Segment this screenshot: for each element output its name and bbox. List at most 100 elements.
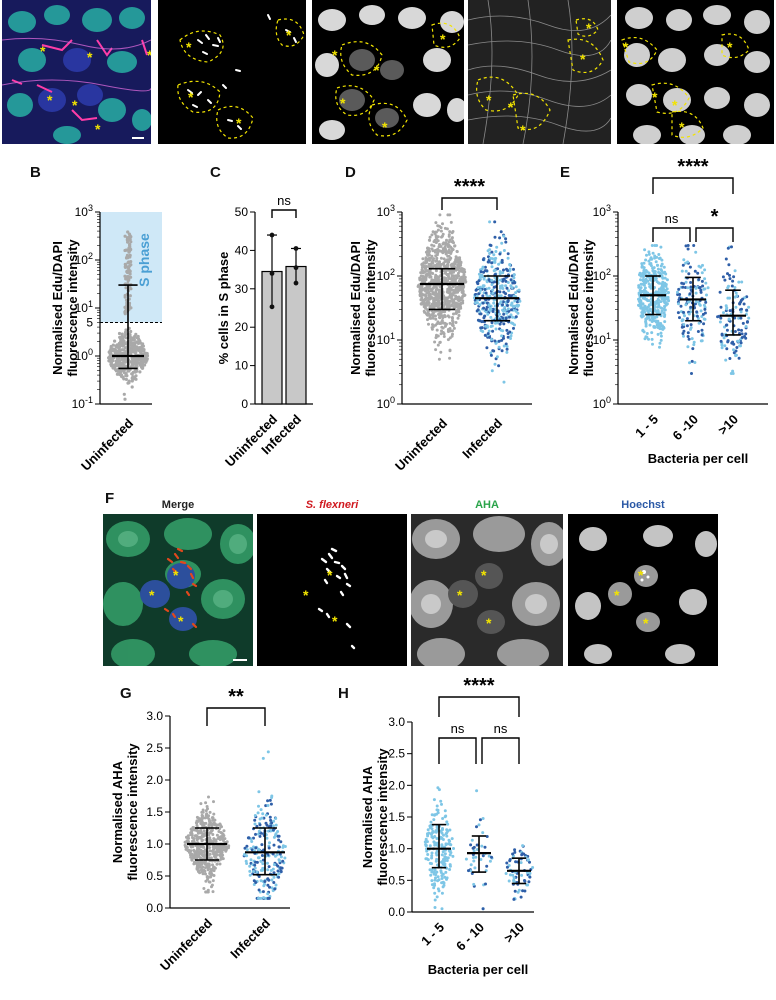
asterisk-marker: * xyxy=(643,615,649,631)
data-point xyxy=(436,343,440,347)
data-point xyxy=(697,321,701,325)
data-point xyxy=(208,849,212,853)
data-point xyxy=(222,829,226,833)
data-point xyxy=(271,828,275,832)
data-point xyxy=(439,350,443,354)
data-point xyxy=(736,339,740,343)
data-point xyxy=(731,369,735,373)
data-point xyxy=(688,361,691,365)
data-point xyxy=(432,870,436,874)
data-point xyxy=(667,291,670,294)
y-axis-label: Normalised Edu/DAPIfluorescence intensit… xyxy=(566,239,596,377)
asterisk-marker: * xyxy=(332,613,338,629)
data-point xyxy=(502,380,506,384)
panel-a-actin-image: * * * * * xyxy=(468,0,611,144)
chart-e: 100 101 102 103 **** ns * Normalised Edu/DAPIfl… xyxy=(566,156,768,466)
data-point xyxy=(647,299,651,303)
data-point xyxy=(204,821,208,825)
data-point xyxy=(199,831,203,835)
data-point xyxy=(427,247,431,251)
data-point xyxy=(144,360,148,364)
data-point xyxy=(128,360,132,364)
data-point xyxy=(451,304,455,308)
y-axis-label: % cells in S phase xyxy=(216,252,231,365)
data-point xyxy=(488,294,492,298)
data-point xyxy=(122,348,126,352)
data-point xyxy=(436,235,440,239)
data-point xyxy=(655,323,659,327)
data-point xyxy=(698,286,701,290)
data-point xyxy=(437,260,441,264)
data-point xyxy=(654,301,658,305)
data-point xyxy=(448,230,452,234)
data-point xyxy=(657,281,660,285)
data-point xyxy=(485,301,489,305)
data-point xyxy=(433,835,437,838)
data-point xyxy=(677,302,680,306)
data-point xyxy=(128,253,132,257)
data-point xyxy=(440,844,444,848)
data-point xyxy=(128,264,132,268)
data-point xyxy=(186,849,190,853)
data-point xyxy=(494,341,498,345)
data-point xyxy=(689,323,693,327)
data-point xyxy=(424,837,428,841)
data-point xyxy=(452,270,455,274)
data-point xyxy=(686,345,690,349)
data-point xyxy=(423,293,427,297)
data-point xyxy=(112,348,116,352)
data-point xyxy=(129,240,133,244)
data-point xyxy=(140,361,145,365)
panel-letter-f: F xyxy=(105,490,115,507)
data-point xyxy=(523,879,526,882)
data-point xyxy=(253,863,257,867)
y-tick-label: 100 xyxy=(75,347,93,363)
data-point xyxy=(498,312,501,316)
data-point xyxy=(126,261,130,265)
data-point xyxy=(446,254,450,258)
data-point xyxy=(514,285,518,289)
data-point xyxy=(131,375,135,379)
data-point xyxy=(694,291,698,295)
data-point xyxy=(124,286,128,290)
data-point xyxy=(518,299,522,303)
data-point xyxy=(450,323,454,327)
data-point xyxy=(662,288,666,292)
data-point xyxy=(498,236,502,240)
data-point xyxy=(479,312,483,316)
data-point xyxy=(513,850,517,854)
data-point xyxy=(442,261,446,265)
data-point xyxy=(483,265,487,269)
panel-a-merge-drawing: * * * * * * xyxy=(2,5,151,144)
data-point xyxy=(450,263,454,267)
data-point xyxy=(202,868,206,872)
data-point xyxy=(434,221,438,225)
data-point xyxy=(447,240,451,244)
data-point xyxy=(426,285,430,288)
channel-label-hoechst: Hoechst xyxy=(621,499,665,511)
data-point xyxy=(428,316,432,320)
data-point xyxy=(689,285,693,289)
data-point xyxy=(447,842,451,846)
data-point xyxy=(651,266,655,270)
data-point xyxy=(488,335,491,339)
data-point xyxy=(658,341,662,345)
data-point xyxy=(446,314,450,318)
data-point xyxy=(678,293,682,296)
data-point xyxy=(447,305,451,309)
y-tick-label: 101 xyxy=(75,299,93,315)
data-point xyxy=(726,286,730,290)
data-point xyxy=(735,346,739,349)
significance-label: **** xyxy=(454,176,485,198)
data-point xyxy=(431,249,435,253)
data-point xyxy=(442,257,446,261)
data-point xyxy=(512,276,516,280)
significance-bracket xyxy=(206,707,266,726)
data-point xyxy=(267,846,271,850)
data-point xyxy=(657,253,661,256)
data-point xyxy=(493,235,497,239)
data-point xyxy=(108,350,112,354)
data-point xyxy=(684,269,688,273)
asterisk-marker: * xyxy=(727,39,733,55)
data-point xyxy=(481,854,485,858)
